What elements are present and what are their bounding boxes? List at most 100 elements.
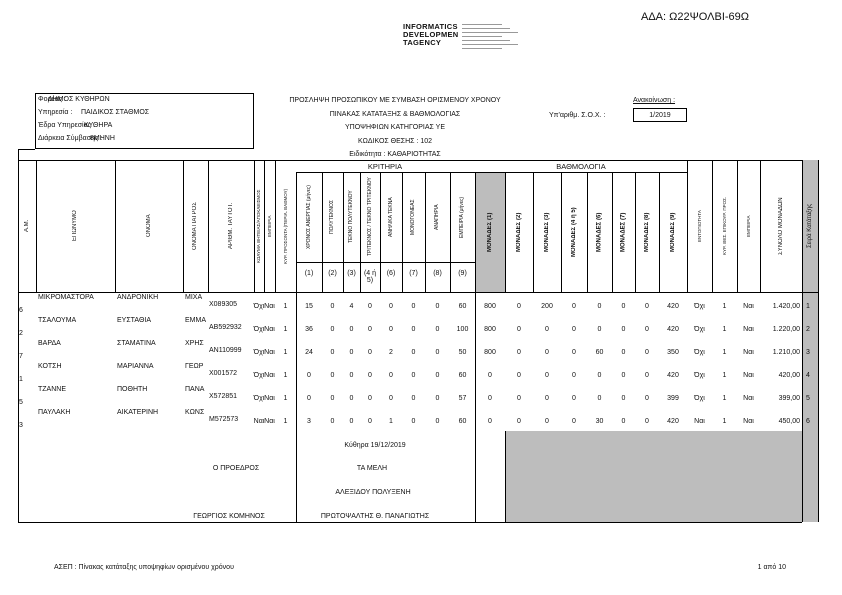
- column-header: ΕΜΠΕΙΡΙΑ: [746, 215, 751, 237]
- cell: 350: [667, 349, 679, 356]
- column-number: (8): [433, 270, 442, 277]
- rule: [296, 172, 687, 173]
- cell: 0: [389, 303, 393, 310]
- cell: 0: [435, 395, 440, 402]
- cell: ΑΝΔΡΟΝΙΚΗ: [117, 294, 159, 301]
- signature-title: Ο ΠΡΟΕΔΡΟΣ: [212, 465, 260, 472]
- column-header: ΚΥΡ. ΘΕΣ. ΕΠΙΚΟΥΡ. ΠΡΟΣ.: [722, 196, 727, 256]
- cell: 0: [389, 372, 393, 379]
- cell: 0: [572, 395, 576, 402]
- cell: Όχι: [253, 395, 265, 402]
- cell: ΣΤΑΜΑΤΙΝΑ: [117, 340, 156, 347]
- cell: Όχι: [694, 303, 705, 310]
- rule: [475, 292, 476, 522]
- rule: [380, 172, 381, 292]
- cell: Όχι: [694, 349, 705, 356]
- cell: 800: [484, 326, 496, 333]
- column-number: (7): [409, 270, 418, 277]
- cell: 0: [435, 303, 440, 310]
- cell: 1: [722, 372, 727, 379]
- cell: 0: [645, 326, 649, 333]
- column-header: ΜΟΝΑΔΕΣ (7): [612, 175, 635, 289]
- cell: 0: [330, 418, 335, 425]
- rule: [296, 172, 297, 292]
- rule: [18, 292, 19, 522]
- doc-title: ΠΙΝΑΚΑΣ ΚΑΤΑΤΑΞΗΣ & ΒΑΘΜΟΛΟΓΙΑΣ: [329, 110, 461, 118]
- column-label: ΜΟΝΑΔΕΣ: [516, 221, 522, 252]
- cell: 1: [283, 349, 288, 356]
- column-header: ΜΟΝΑΔΕΣ (9): [659, 175, 687, 289]
- rule: [462, 44, 518, 45]
- cell: 1: [283, 326, 288, 333]
- column-header: ΕΠΩΝΥΜΟ: [72, 210, 78, 242]
- rule: [296, 262, 475, 263]
- logo-text: INFORMATICS: [403, 22, 458, 31]
- column-header: ΕΝΤΟΠΙΟΤΗΤΑ: [697, 210, 702, 242]
- rank-grey: [802, 160, 818, 522]
- column-header: ΜΟΝΑΔΕΣ (1): [475, 175, 505, 289]
- rule: [533, 172, 534, 292]
- cell: 0: [389, 395, 393, 402]
- cell: 0: [368, 395, 372, 402]
- rule: [802, 292, 803, 522]
- cell: Όχι: [253, 326, 265, 333]
- cell: ΤΣΑΛΟΥΜΑ: [38, 317, 77, 324]
- cell: 2: [806, 326, 810, 333]
- cell: ΠΑΥΛΑΚΗ: [38, 409, 71, 416]
- cell: 0: [435, 372, 440, 379]
- cell: 1: [19, 376, 23, 383]
- cell: Ναι: [264, 326, 275, 333]
- cell: Ναι: [264, 418, 275, 425]
- cell: Όχι: [253, 303, 265, 310]
- logo-text: TAGENCY: [403, 38, 442, 47]
- cell: 1.210,00: [772, 349, 800, 356]
- protocol-box: [633, 108, 687, 122]
- cell: 3: [19, 422, 23, 429]
- column-label: ΜΟΝΑΔΕΣ: [644, 221, 650, 252]
- rule: [462, 48, 502, 49]
- cell: Όχι: [694, 326, 705, 333]
- rule: [818, 160, 819, 522]
- cell: Ναι: [743, 303, 754, 310]
- score-grey: [475, 172, 505, 292]
- cell: 0: [645, 418, 649, 425]
- cell: 0: [517, 395, 521, 402]
- cell: ΕΥΣΤΑΘΙΑ: [117, 317, 152, 324]
- column-number: (1): [487, 212, 493, 220]
- cell: 0: [368, 418, 372, 425]
- cell: 5: [806, 395, 810, 402]
- cell: 1: [283, 372, 288, 379]
- column-number: (2): [328, 270, 337, 277]
- rule: [802, 160, 803, 292]
- rule: [425, 172, 426, 292]
- cell: 2: [19, 330, 23, 337]
- agency-value: ΚΥΘΗΡΑ: [84, 122, 113, 129]
- agency-value: ΠΑΙΔΙΚΟΣ ΣΤΑΘΜΟΣ: [81, 109, 150, 116]
- cell: 0: [330, 303, 335, 310]
- score-group: ΒΑΘΜΟΛΟΓΙΑ: [556, 162, 606, 171]
- rule: [712, 160, 713, 292]
- cell: Ναι: [264, 349, 275, 356]
- rule: [561, 172, 562, 292]
- cell: 0: [349, 418, 354, 425]
- cell: 450,00: [778, 418, 800, 425]
- cell: ΚΟΤΣΗ: [38, 363, 62, 370]
- rule: [18, 160, 802, 161]
- cell: 0: [597, 303, 602, 310]
- column-header: ΜΟΝΑΔΕΣ (2): [505, 175, 533, 289]
- rule: [296, 292, 297, 522]
- rule: [462, 36, 502, 37]
- cell: 0: [368, 326, 372, 333]
- rule: [475, 172, 476, 292]
- cell: 100: [456, 326, 469, 333]
- cell: 0: [411, 372, 416, 379]
- column-header: Α.Μ.: [24, 219, 30, 233]
- cell: 0: [621, 372, 626, 379]
- column-number: (2): [516, 212, 522, 220]
- cell: ΜΙΚΡΟΜΑΣΤΟΡΑ: [38, 294, 94, 301]
- column-number: (6): [596, 212, 603, 220]
- cell: 1: [389, 418, 393, 425]
- cell: 1: [722, 326, 727, 333]
- cell: 0: [435, 326, 440, 333]
- footer-source: ΑΣΕΠ : Πίνακας κατάταξης υποψηφίων ορισμ…: [54, 564, 234, 571]
